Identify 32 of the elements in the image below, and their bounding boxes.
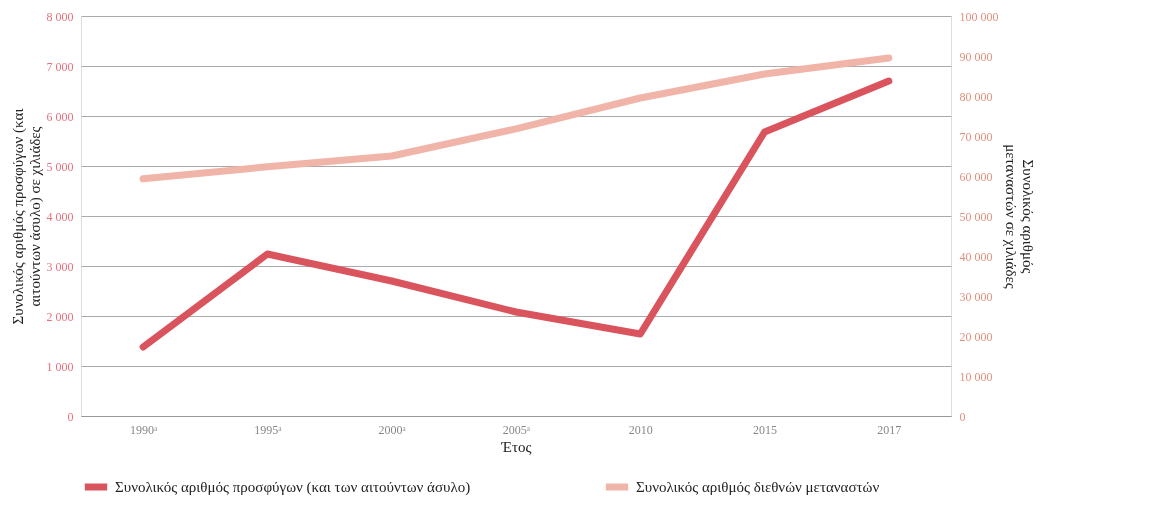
y2-tick-label: 10 000 bbox=[959, 369, 993, 384]
y-axis-title: Συνολικός αριθμός προσφύγων (και αιτούντων άσυλο) σε χιλιάδες bbox=[9, 108, 44, 325]
x-axis-title: Έτος bbox=[500, 438, 532, 455]
y-tick-label: 7 000 bbox=[46, 59, 74, 74]
x-tick-label: 2005ᵃ bbox=[502, 422, 531, 437]
y2-tick-label: 30 000 bbox=[959, 289, 993, 304]
y2-tick-label: 50 000 bbox=[959, 209, 993, 224]
y-tick-label: 3 000 bbox=[46, 259, 74, 274]
y-tick-label: 4 000 bbox=[46, 209, 74, 224]
x-tick-label: 2010 bbox=[628, 422, 653, 437]
x-tick-label: 1995ᵃ bbox=[254, 422, 283, 437]
y2-tick-label: 40 000 bbox=[959, 249, 993, 264]
y-tick-label: 2 000 bbox=[46, 309, 74, 324]
y-tick-label: 5 000 bbox=[46, 159, 74, 174]
y2-tick-label: 100 000 bbox=[959, 9, 999, 24]
y2-tick-label: 80 000 bbox=[959, 89, 993, 104]
legend-label: Συνολικός αριθμός προσφύγων (και των αιτούντων άσυλο) bbox=[115, 479, 471, 496]
y2-tick-label: 90 000 bbox=[959, 49, 993, 64]
y-tick-label: 0 bbox=[67, 409, 74, 424]
y2-tick-label: 0 bbox=[959, 409, 966, 424]
y-tick-label: 6 000 bbox=[46, 109, 74, 124]
legend-label: Συνολικός αριθμός διεθνών μεταναστών bbox=[636, 479, 880, 495]
y2-tick-label: 20 000 bbox=[959, 329, 993, 344]
y-tick-label: 1 000 bbox=[46, 359, 74, 374]
y2-tick-label: 60 000 bbox=[959, 169, 993, 184]
x-tick-label: 2017 bbox=[877, 422, 902, 437]
y2-tick-label: 70 000 bbox=[959, 129, 993, 144]
x-tick-label: 2000ᵃ bbox=[378, 422, 407, 437]
y2-axis-title: Συνολικός αριθμός μεταναστών σε χιλιάδες bbox=[1002, 144, 1036, 289]
x-tick-label: 1990ᵃ bbox=[130, 422, 158, 437]
y-tick-label: 8 000 bbox=[46, 9, 74, 24]
x-tick-label: 2015 bbox=[753, 422, 778, 437]
